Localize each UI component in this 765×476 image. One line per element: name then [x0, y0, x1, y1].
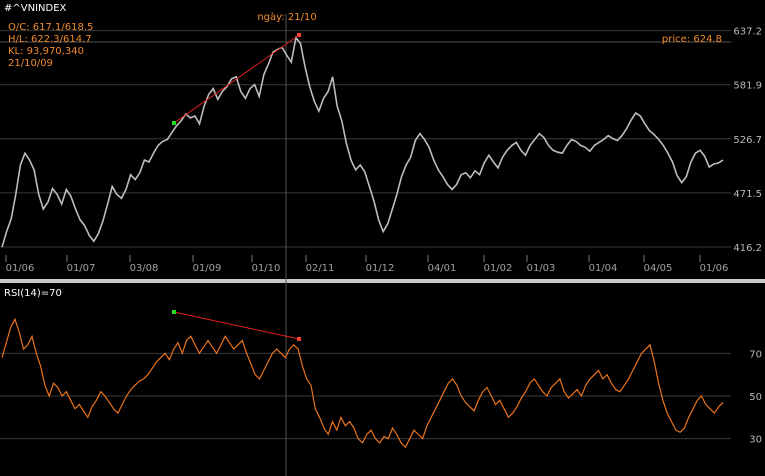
rsi-trendline: [173, 311, 300, 340]
rsi-y-tick: 50: [749, 392, 762, 403]
info-high-low: H/L: 622.3/614.7: [8, 34, 92, 45]
x-tick-label: 01/09: [193, 263, 222, 274]
rsi-trendline-end-marker: [297, 337, 301, 341]
price-y-tick: 416.2: [733, 243, 762, 254]
x-tick-label: 03/08: [130, 263, 159, 274]
crosshair-date-label: ngày: 21/10: [257, 11, 316, 23]
x-tick-label: 04/05: [644, 263, 673, 274]
price-series-line: [1, 35, 724, 248]
price-y-tick: 526.7: [733, 135, 762, 146]
crosshair-price-label: price: 624.8: [662, 34, 722, 45]
x-tick-label: 01/10: [252, 263, 281, 274]
info-volume: KL: 93,970,340: [8, 46, 84, 57]
price-y-tick: 581.9: [733, 81, 762, 92]
rsi-title: RSI(14)=70: [4, 288, 62, 299]
x-tick-label: 01/02: [484, 263, 513, 274]
x-tick-label: 02/11: [306, 263, 335, 274]
x-tick-label: 01/06: [700, 263, 729, 274]
chart-title: #^VNINDEX: [4, 3, 67, 14]
trendline-start-marker: [172, 121, 176, 125]
rsi-series-line: [1, 317, 724, 449]
price-trendline: [173, 34, 300, 124]
info-open-close: O/C: 617.1/618.5: [8, 22, 93, 33]
rsi-y-tick: 70: [749, 349, 762, 360]
info-date: 21/10/09: [8, 58, 53, 69]
x-tick-label: 04/01: [428, 263, 457, 274]
rsi-trendline-start-marker: [172, 310, 176, 314]
rsi-y-tick: 30: [749, 435, 762, 446]
panel-separator: [0, 279, 765, 283]
x-tick-label: 01/07: [67, 263, 96, 274]
price-y-tick: 471.5: [733, 189, 762, 200]
x-tick-label: 01/06: [6, 263, 35, 274]
x-tick-label: 01/03: [527, 263, 556, 274]
price-y-tick: 637.2: [733, 27, 762, 38]
x-tick-label: 01/04: [589, 263, 618, 274]
trendline-end-marker: [297, 33, 301, 37]
x-tick-label: 01/12: [366, 263, 395, 274]
